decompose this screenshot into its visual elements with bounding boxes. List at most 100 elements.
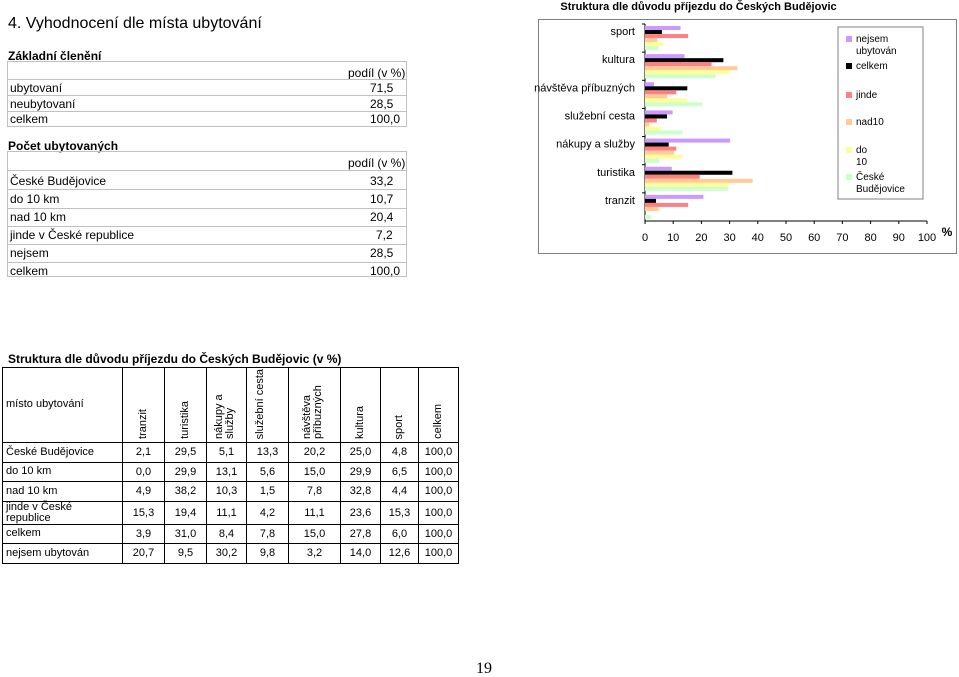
bar	[645, 26, 681, 31]
basic-row-value: 28,5	[370, 97, 394, 111]
table-row: nad 10 km 4,9 38,2 10,3 1,5 7,8 32,8 4,4 100,0	[2, 481, 459, 502]
accommodated-heading: Počet ubytovaných	[8, 139, 119, 153]
legend-swatch	[846, 119, 852, 125]
category-label: turistika	[597, 167, 636, 179]
legend-box	[837, 26, 924, 200]
x-tick-label: 20	[695, 232, 707, 244]
basic-table: podíl (v %) ubytovaní 71,5 neubytovaní 2…	[7, 61, 407, 127]
x-tick-label: 70	[836, 232, 848, 244]
bar	[645, 62, 712, 67]
row-label: České Budějovice	[2, 442, 123, 463]
table-cell: 15,0	[288, 523, 341, 544]
table-cell: 8,4	[206, 523, 247, 544]
table-cell: 20,2	[288, 442, 341, 463]
legend-label: České Budějovice	[856, 170, 905, 195]
table-cell: 20,7	[122, 543, 165, 564]
bar	[645, 94, 667, 99]
table-cell: 100,0	[418, 543, 459, 564]
bar	[645, 186, 729, 191]
table-cell: 19,4	[164, 500, 207, 525]
table-row: jinde v České republice 15,3 19,4 11,1 4,2 11…	[2, 500, 459, 525]
table-cell: 11,1	[288, 500, 341, 525]
bar	[645, 206, 659, 211]
bar	[645, 58, 724, 63]
chart-title: Struktura dle důvodu příjezdu do Českých…	[560, 1, 837, 13]
category-label: kultura	[602, 54, 636, 66]
bar	[645, 114, 667, 119]
table-title: Struktura dle důvodu příjezdu do Českých…	[8, 352, 342, 366]
bar	[645, 146, 677, 151]
bar	[645, 174, 700, 179]
bar	[645, 158, 660, 163]
table-cell: 29,9	[340, 461, 381, 482]
section-title: 4. Vyhodnocení dle místa ubytování	[8, 15, 262, 32]
x-tick-label: 100	[918, 232, 936, 244]
x-tick-label: 50	[780, 232, 792, 244]
bar	[645, 102, 702, 107]
column-header-label: služební cesta	[253, 368, 266, 439]
bar	[645, 170, 733, 175]
table-cell: 23,6	[340, 500, 381, 525]
basic-col-header: podíl (v %)	[348, 66, 406, 80]
table-cell: 29,5	[164, 442, 207, 463]
legend-swatch	[846, 36, 852, 42]
bar	[645, 118, 657, 123]
column-header: turistika	[164, 367, 207, 443]
table-header-row: místo ubytování tranzit turistika nákupy…	[2, 367, 459, 443]
bar	[645, 194, 704, 199]
x-tick-label: 30	[723, 232, 735, 244]
bar	[645, 90, 677, 95]
category-label: sport	[611, 26, 635, 38]
x-tick-label: 0	[642, 232, 648, 244]
bar	[645, 46, 659, 51]
bar	[645, 130, 683, 135]
bar-chart: sport kultura návštěva příbuzných služební …	[534, 23, 953, 244]
bar	[645, 82, 655, 87]
accommodated-row-value: 20,4	[370, 210, 394, 224]
bar	[645, 66, 738, 71]
legend-swatch	[846, 63, 852, 69]
legend-label: nad10	[856, 117, 884, 128]
category-label: nákupy a služby	[556, 139, 635, 151]
bar	[645, 30, 662, 35]
row-label: celkem	[2, 523, 123, 544]
legend-label: do 10	[856, 145, 868, 168]
category-label: tranzit	[605, 195, 635, 207]
table-cell: 29,9	[164, 461, 207, 482]
table-cell: 7,8	[246, 523, 289, 544]
table-cell: 100,0	[418, 500, 459, 525]
table-cell: 100,0	[418, 523, 459, 544]
column-header: celkem	[418, 367, 459, 443]
legend-label: celkem	[856, 61, 888, 72]
basic-row-value: 100,0	[370, 112, 401, 126]
table-cell: 7,8	[288, 481, 341, 502]
legend-swatch	[846, 147, 852, 153]
table-row: nejsem ubytován 20,7 9,5 30,2 9,8 3,2 14,0 12,6…	[2, 543, 459, 564]
table-cell: 12,6	[380, 543, 419, 564]
table-cell: 100,0	[418, 442, 459, 463]
legend-swatch	[846, 174, 852, 180]
column-header-label: celkem	[432, 404, 444, 439]
table-cell: 25,0	[340, 442, 381, 463]
bar	[645, 182, 730, 187]
table-cell: 5,6	[246, 461, 289, 482]
bar	[645, 70, 730, 75]
table-cell: 1,5	[246, 481, 289, 502]
table-cell: 100,0	[418, 461, 459, 482]
accommodated-row-value: 7,2	[376, 228, 393, 242]
accommodated-row-value: 100,0	[370, 264, 401, 278]
table-cell: 2,1	[122, 442, 165, 463]
column-header-label: kultura	[354, 405, 366, 439]
table-cell: 15,3	[380, 500, 419, 525]
x-tick-label: 60	[808, 232, 820, 244]
bar	[645, 154, 682, 159]
accommodated-row-label: celkem	[10, 264, 49, 278]
bar	[645, 98, 688, 103]
table-cell: 4,2	[246, 500, 289, 525]
accommodated-row-value: 33,2	[370, 174, 394, 188]
column-header-label: návštěva příbuzných	[300, 385, 324, 439]
accommodated-table: podíl (v %) České Budějovice 33,2 do 10 …	[7, 151, 407, 278]
column-header-label: tranzit	[137, 409, 149, 439]
accommodated-row-label: nejsem	[10, 246, 49, 260]
table-cell: 15,0	[288, 461, 341, 482]
